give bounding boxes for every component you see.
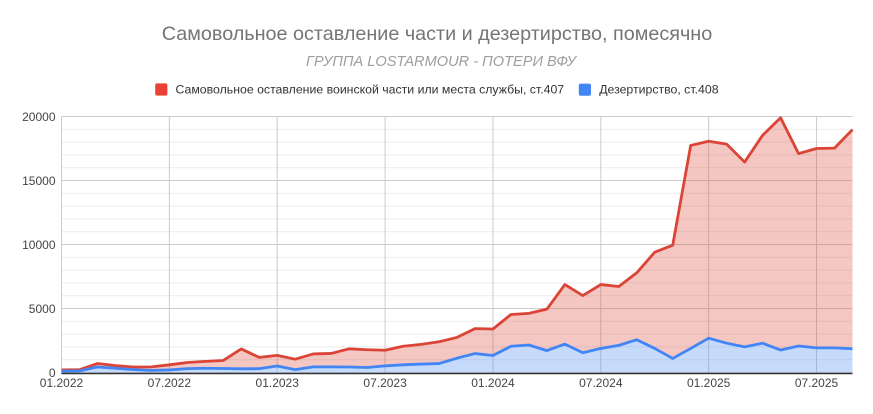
svg-text:01.2025: 01.2025 xyxy=(687,376,731,390)
svg-text:07.2025: 07.2025 xyxy=(795,376,839,390)
svg-text:07.2022: 07.2022 xyxy=(148,376,192,390)
svg-text:0: 0 xyxy=(49,366,56,380)
svg-text:ГРУППА LOSTARMOUR - ПОТЕРИ ВФУ: ГРУППА LOSTARMOUR - ПОТЕРИ ВФУ xyxy=(306,54,578,70)
svg-text:Самовольное оставление части и: Самовольное оставление части и дезертирс… xyxy=(162,23,712,45)
svg-text:01.2023: 01.2023 xyxy=(256,376,300,390)
svg-text:01.2024: 01.2024 xyxy=(471,376,515,390)
svg-text:Самовольное оставление воинско: Самовольное оставление воинской части ил… xyxy=(176,83,565,97)
svg-text:5000: 5000 xyxy=(29,302,56,316)
svg-text:07.2024: 07.2024 xyxy=(579,376,623,390)
svg-text:Дезертирство, ст.408: Дезертирство, ст.408 xyxy=(599,83,719,97)
svg-text:01.2022: 01.2022 xyxy=(40,376,84,390)
svg-text:15000: 15000 xyxy=(22,174,56,188)
svg-text:10000: 10000 xyxy=(22,238,56,252)
svg-text:20000: 20000 xyxy=(22,110,56,124)
svg-text:07.2023: 07.2023 xyxy=(363,376,407,390)
